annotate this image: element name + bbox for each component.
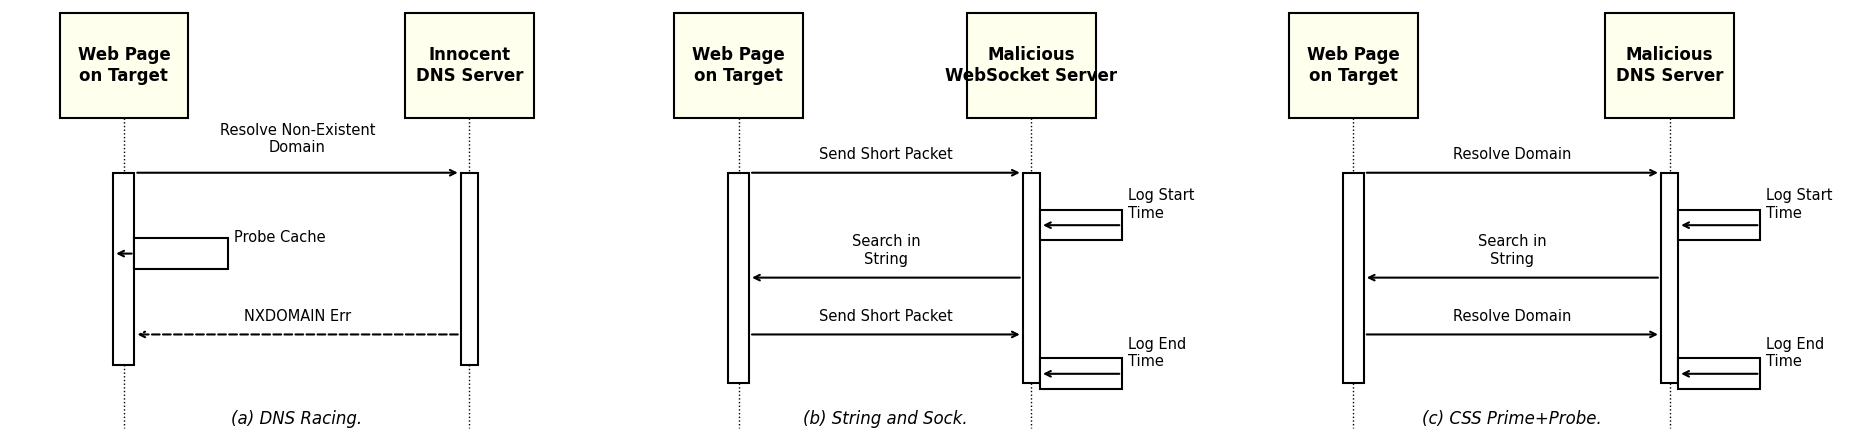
Text: Send Short Packet: Send Short Packet	[819, 309, 952, 323]
Text: Resolve Non-Existent
Domain: Resolve Non-Existent Domain	[220, 123, 376, 155]
Bar	[1022, 173, 1041, 383]
Text: Probe Cache: Probe Cache	[233, 230, 326, 245]
Text: NXDOMAIN Err: NXDOMAIN Err	[244, 309, 352, 323]
Text: Log Start
Time: Log Start Time	[1767, 188, 1833, 221]
Text: Resolve Domain: Resolve Domain	[1454, 147, 1572, 162]
Text: Web Page
on Target: Web Page on Target	[78, 46, 170, 85]
Text: (c) CSS Prime+Probe.: (c) CSS Prime+Probe.	[1422, 410, 1602, 429]
Bar	[59, 13, 189, 118]
Bar	[1661, 173, 1678, 383]
Bar	[461, 173, 478, 365]
Text: Malicious
WebSocket Server: Malicious WebSocket Server	[945, 46, 1117, 85]
Bar	[1678, 359, 1759, 389]
Text: Search in
String: Search in String	[852, 234, 920, 267]
Bar	[1343, 173, 1363, 383]
Bar	[113, 173, 135, 365]
Text: (a) DNS Racing.: (a) DNS Racing.	[232, 410, 363, 429]
Text: (b) String and Sock.: (b) String and Sock.	[802, 410, 967, 429]
Bar	[967, 13, 1096, 118]
Bar	[728, 173, 750, 383]
Bar	[406, 13, 533, 118]
Bar	[135, 238, 228, 269]
Text: Innocent
DNS Server: Innocent DNS Server	[415, 46, 522, 85]
Text: Search in
String: Search in String	[1478, 234, 1546, 267]
Bar	[1041, 210, 1122, 240]
Text: Log Start
Time: Log Start Time	[1128, 188, 1195, 221]
Text: Resolve Domain: Resolve Domain	[1454, 309, 1572, 323]
Bar	[1606, 13, 1733, 118]
Text: Web Page
on Target: Web Page on Target	[1308, 46, 1400, 85]
Bar	[1678, 210, 1759, 240]
Text: Web Page
on Target: Web Page on Target	[693, 46, 785, 85]
Text: Malicious
DNS Server: Malicious DNS Server	[1615, 46, 1724, 85]
Bar	[1289, 13, 1419, 118]
Bar	[1041, 359, 1122, 389]
Text: Send Short Packet: Send Short Packet	[819, 147, 952, 162]
Bar	[674, 13, 804, 118]
Text: Log End
Time: Log End Time	[1128, 337, 1187, 369]
Text: Log End
Time: Log End Time	[1767, 337, 1824, 369]
